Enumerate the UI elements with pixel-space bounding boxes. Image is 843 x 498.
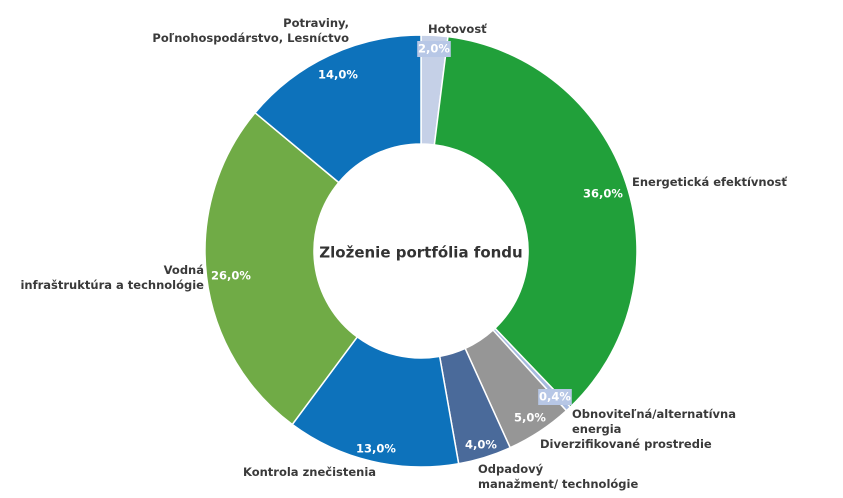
- slice-energeticka-efektivnost: [433, 35, 638, 409]
- category-label-line: Odpadový: [478, 462, 544, 476]
- category-label-line: infraštruktúra a technológie: [20, 278, 204, 292]
- category-label-diverzifikovane-prostredie: Diverzifikované prostredie: [540, 437, 712, 451]
- category-label-energeticka-efektivnost: Energetická efektívnosť: [632, 175, 787, 189]
- category-labels-group: Hotovosť Energetická efektívnosť Obnoviteľ…: [20, 16, 787, 491]
- category-label-kontrola-znecistenia: Kontrola znečistenia: [243, 465, 376, 479]
- percent-label-diverzifikovane-prostredie: 5,0%: [514, 411, 546, 425]
- category-label-line: Potraviny,: [283, 16, 349, 30]
- percent-label-kontrola-znecistenia: 13,0%: [356, 442, 396, 456]
- category-label-odpadovy-manazment-technologie: Odpadový manažment/ technológie: [478, 462, 638, 491]
- chart-title: Zloženie portfólia fondu: [319, 244, 522, 262]
- category-label-potraviny-polnohospodarstvo-lesnictvo: Potraviny, Poľnohospodárstvo, Lesníctvo: [152, 16, 349, 45]
- category-label-line: Poľnohospodárstvo, Lesníctvo: [152, 31, 349, 45]
- percent-labels-group: 2,0% 36,0% 0,4% 5,0% 4,0% 13,0% 26,0% 14,0%: [211, 41, 623, 456]
- category-label-line: Hotovosť: [428, 22, 487, 36]
- percent-label-energeticka-efektivnost: 36,0%: [583, 187, 623, 201]
- category-label-line: manažment/ technológie: [478, 477, 638, 491]
- category-label-line: energia: [572, 422, 621, 436]
- percent-label-hotovost: 2,0%: [418, 42, 450, 56]
- slice-vodna-infrastruktura-a-technologie: [204, 111, 359, 426]
- percent-label-obnovitelna-alternativna-energia: 0,4%: [539, 390, 571, 404]
- slice-potraviny-polnohospodarstvo-lesnictvo: [253, 34, 422, 184]
- category-label-vodna-infrastruktura-a-technologie: Vodná infraštruktúra a technológie: [20, 263, 204, 292]
- category-label-line: Obnoviteľná/alternatívna: [572, 407, 736, 421]
- category-label-obnovitelna-alternativna-energia: Obnoviteľná/alternatívna energia: [572, 407, 736, 436]
- percent-label-vodna-infrastruktura-a-technologie: 26,0%: [211, 269, 251, 283]
- slices-group: [204, 34, 638, 468]
- category-label-line: Kontrola znečistenia: [243, 465, 376, 479]
- category-label-line: Vodná: [164, 263, 204, 277]
- percent-label-odpadovy-manazment-technologie: 4,0%: [465, 438, 497, 452]
- percent-label-bg: [417, 41, 451, 57]
- percent-label-potraviny-polnohospodarstvo-lesnictvo: 14,0%: [318, 68, 358, 82]
- category-label-hotovost: Hotovosť: [428, 22, 487, 36]
- category-label-line: Energetická efektívnosť: [632, 175, 787, 189]
- percent-label-bg: [538, 389, 572, 405]
- category-label-line: Diverzifikované prostredie: [540, 437, 712, 451]
